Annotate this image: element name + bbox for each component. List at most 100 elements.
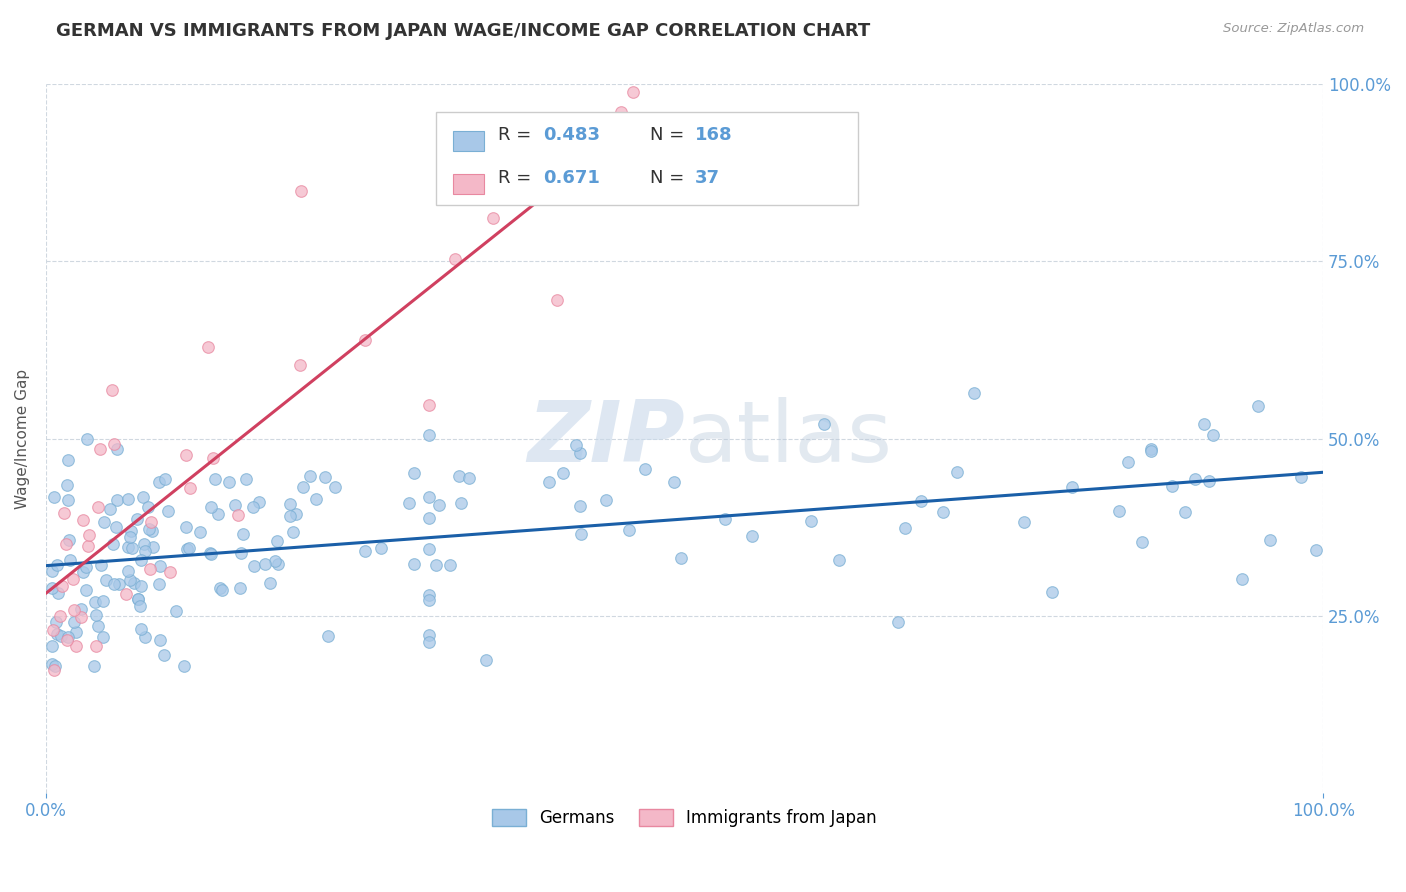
- Point: [290, 184, 312, 198]
- Point: [46, 558, 69, 573]
- Y-axis label: Wage/Income Gap: Wage/Income Gap: [15, 368, 30, 508]
- Point: [565, 438, 588, 452]
- Point: [129, 599, 152, 613]
- Point: [104, 520, 127, 534]
- Point: [148, 577, 170, 591]
- Point: [138, 561, 160, 575]
- Text: N =: N =: [650, 126, 689, 144]
- Point: [288, 358, 311, 372]
- Point: [136, 500, 159, 515]
- Point: [418, 634, 440, 648]
- Point: [131, 490, 153, 504]
- Point: [1305, 543, 1327, 558]
- Point: [125, 512, 148, 526]
- Point: [669, 550, 692, 565]
- Point: [202, 451, 225, 466]
- Point: [62, 603, 84, 617]
- Point: [932, 505, 955, 519]
- Point: [1230, 573, 1253, 587]
- Point: [117, 540, 139, 554]
- Point: [427, 498, 450, 512]
- Point: [568, 499, 591, 513]
- Point: [120, 574, 142, 588]
- Point: [101, 536, 124, 550]
- Point: [108, 577, 131, 591]
- Point: [1246, 399, 1268, 413]
- Point: [155, 472, 177, 486]
- Point: [226, 508, 249, 522]
- Point: [242, 558, 264, 573]
- Point: [129, 622, 152, 636]
- Point: [619, 523, 641, 537]
- Point: [546, 293, 568, 307]
- Point: [127, 592, 149, 607]
- Point: [200, 547, 222, 561]
- Point: [84, 595, 107, 609]
- Point: [51, 579, 73, 593]
- Text: 0.483: 0.483: [543, 126, 600, 144]
- Point: [120, 524, 142, 539]
- Point: [354, 543, 377, 558]
- Point: [800, 514, 823, 528]
- Point: [65, 639, 87, 653]
- Point: [124, 575, 146, 590]
- Point: [1184, 472, 1206, 486]
- Point: [148, 475, 170, 490]
- Text: 168: 168: [695, 126, 733, 144]
- Point: [56, 630, 79, 644]
- Point: [281, 525, 304, 540]
- Point: [127, 592, 149, 607]
- Point: [77, 539, 100, 553]
- Point: [253, 557, 276, 571]
- Point: [354, 334, 377, 348]
- Point: [105, 442, 128, 456]
- Point: [278, 497, 301, 511]
- Point: [910, 494, 932, 508]
- Point: [46, 586, 69, 600]
- Point: [418, 588, 440, 602]
- Point: [56, 493, 79, 508]
- Point: [314, 470, 336, 484]
- Point: [305, 492, 328, 507]
- Point: [87, 619, 110, 633]
- Point: [173, 659, 195, 673]
- Point: [138, 522, 160, 536]
- Point: [165, 604, 187, 618]
- Point: [887, 615, 910, 630]
- Point: [291, 480, 314, 494]
- Point: [418, 511, 440, 525]
- Point: [569, 527, 592, 541]
- Point: [1108, 504, 1130, 518]
- Point: [204, 472, 226, 486]
- Point: [209, 581, 232, 595]
- Legend: Germans, Immigrants from Japan: Germans, Immigrants from Japan: [485, 803, 883, 834]
- Point: [232, 527, 254, 541]
- Text: atlas: atlas: [685, 397, 893, 480]
- Point: [42, 663, 65, 677]
- Text: GERMAN VS IMMIGRANTS FROM JAPAN WAGE/INCOME GAP CORRELATION CHART: GERMAN VS IMMIGRANTS FROM JAPAN WAGE/INC…: [56, 22, 870, 40]
- Point: [323, 479, 346, 493]
- Point: [813, 417, 835, 432]
- Point: [1198, 474, 1220, 488]
- Point: [218, 475, 240, 490]
- Point: [267, 557, 290, 571]
- Point: [103, 577, 125, 591]
- Point: [141, 524, 163, 538]
- Point: [62, 615, 84, 629]
- Point: [89, 442, 111, 456]
- Point: [59, 553, 82, 567]
- Point: [278, 508, 301, 523]
- Point: [370, 541, 392, 555]
- Point: [72, 565, 94, 579]
- Point: [118, 530, 141, 544]
- Point: [828, 553, 851, 567]
- Point: [741, 529, 763, 543]
- Point: [75, 560, 97, 574]
- Point: [402, 466, 425, 480]
- Point: [129, 579, 152, 593]
- Point: [482, 211, 505, 226]
- Point: [235, 472, 257, 486]
- Point: [41, 639, 63, 653]
- Point: [1258, 533, 1281, 547]
- Point: [242, 500, 264, 515]
